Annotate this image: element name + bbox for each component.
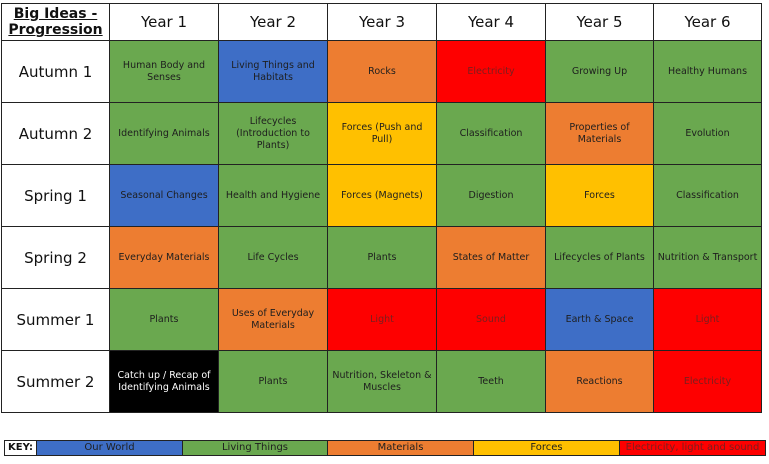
progression-table: Big Ideas - Progression Year 1 Year 2 Ye… [1,3,762,413]
topic-cell: Healthy Humans [653,40,762,103]
key-item: Our World [36,440,183,456]
topic-cell: Seasonal Changes [109,164,219,227]
table-row: Spring 1 Seasonal Changes Health and Hygie… [1,164,762,227]
table-title: Big Ideas - Progression [1,3,110,41]
topic-cell: Life Cycles [218,226,328,289]
topic-cell: Electricity [436,40,546,103]
topic-cell: Forces (Push and Pull) [327,102,437,165]
topic-cell: Light [653,288,762,351]
topic-cell: Forces [545,164,654,227]
key-item: Forces [473,440,620,456]
topic-cell: Digestion [436,164,546,227]
key-item: Materials [327,440,474,456]
key-item: Electricity, light and sound [619,440,766,456]
topic-cell: Uses of Everyday Materials [218,288,328,351]
table-row: Autumn 2 Identifying Animals Lifecycles (I… [1,102,762,165]
column-header-year-6: Year 6 [653,3,762,41]
topic-cell: Everyday Materials [109,226,219,289]
row-label: Spring 1 [1,164,110,227]
table-row: Summer 2 Catch up / Recap of Identifying … [1,350,762,413]
topic-cell: Rocks [327,40,437,103]
key-row: KEY: Our World Living Things Materials Forc… [4,440,766,456]
row-label: Spring 2 [1,226,110,289]
topic-cell: Electricity [653,350,762,413]
column-header-year-2: Year 2 [218,3,328,41]
topic-cell: Light [327,288,437,351]
topic-cell: Nutrition & Transport [653,226,762,289]
topic-cell: Identifying Animals [109,102,219,165]
topic-cell: Health and Hygiene [218,164,328,227]
topic-cell: States of Matter [436,226,546,289]
topic-cell: Teeth [436,350,546,413]
key-item: Living Things [182,440,328,456]
topic-cell: Plants [218,350,328,413]
header-row: Big Ideas - Progression Year 1 Year 2 Ye… [1,3,762,41]
topic-cell: Growing Up [545,40,654,103]
color-key: KEY: Our World Living Things Materials Forc… [4,440,766,456]
column-header-year-3: Year 3 [327,3,437,41]
key-label: KEY: [4,440,37,456]
row-label: Summer 1 [1,288,110,351]
topic-cell: Sound [436,288,546,351]
topic-cell: Living Things and Habitats [218,40,328,103]
topic-cell: Catch up / Recap of Identifying Animals [109,350,219,413]
topic-cell: Lifecycles of Plants [545,226,654,289]
row-label: Summer 2 [1,350,110,413]
topic-cell: Human Body and Senses [109,40,219,103]
topic-cell: Properties of Materials [545,102,654,165]
table-row: Spring 2 Everyday Materials Life Cycles Pla… [1,226,762,289]
topic-cell: Lifecycles (Introduction to Plants) [218,102,328,165]
topic-cell: Earth & Space [545,288,654,351]
topic-cell: Evolution [653,102,762,165]
row-label: Autumn 1 [1,40,110,103]
column-header-year-1: Year 1 [109,3,219,41]
topic-cell: Reactions [545,350,654,413]
table-row: Summer 1 Plants Uses of Everyday Materials… [1,288,762,351]
column-header-year-4: Year 4 [436,3,546,41]
table-row: Autumn 1 Human Body and Senses Living Thin… [1,40,762,103]
topic-cell: Plants [327,226,437,289]
row-label: Autumn 2 [1,102,110,165]
topic-cell: Forces (Magnets) [327,164,437,227]
topic-cell: Nutrition, Skeleton & Muscles [327,350,437,413]
topic-cell: Classification [436,102,546,165]
topic-cell: Classification [653,164,762,227]
topic-cell: Plants [109,288,219,351]
column-header-year-5: Year 5 [545,3,654,41]
